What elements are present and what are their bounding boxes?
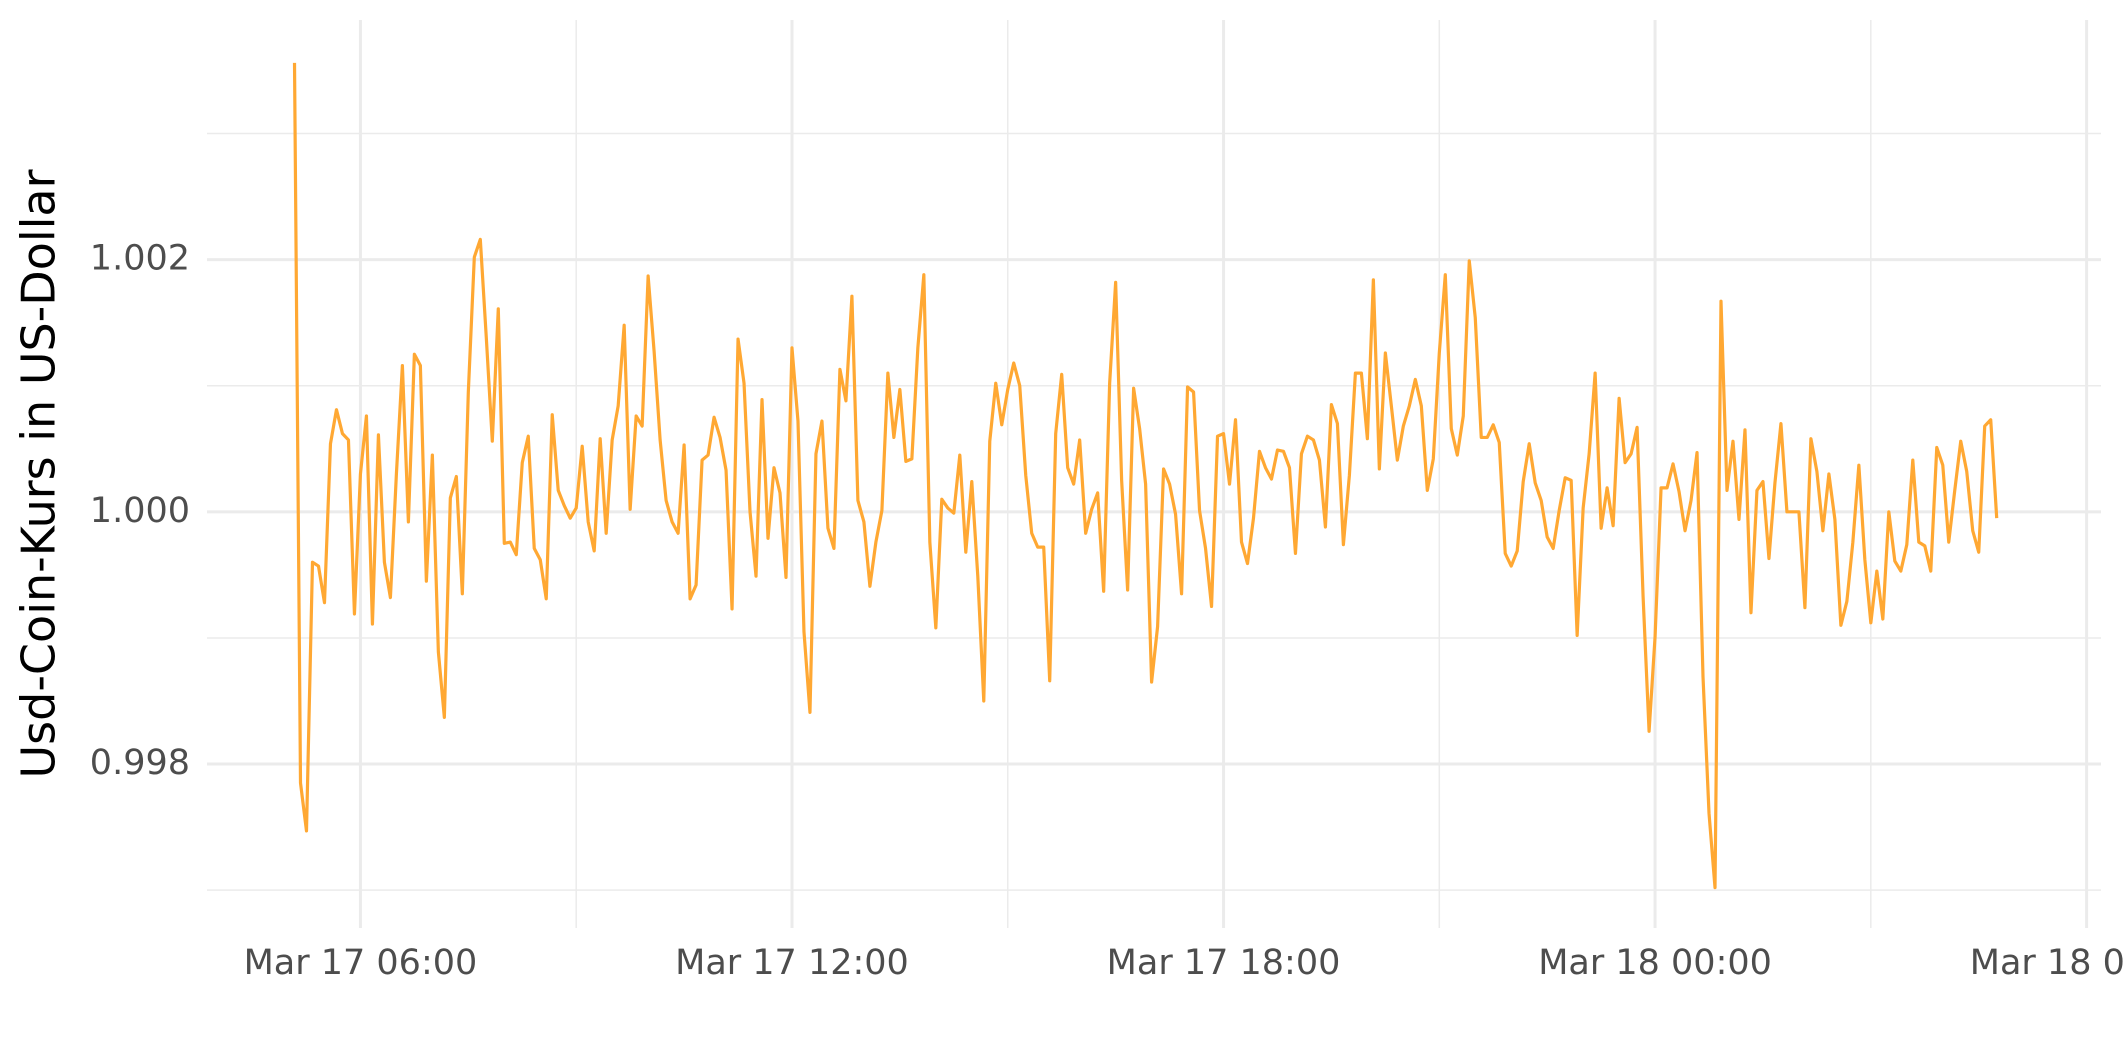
x-tick-label: Mar 17 12:00 [675, 943, 909, 983]
y-tick-label: 0.998 [90, 743, 190, 783]
y-tick-label: 1.002 [90, 239, 190, 279]
x-tick-label: Mar 18 06:00 [1970, 943, 2125, 983]
x-tick-label: Mar 18 00:00 [1538, 943, 1772, 983]
x-tick-label: Mar 17 18:00 [1107, 943, 1341, 983]
y-tick-label: 1.000 [90, 491, 190, 531]
data-line [292, 62, 1999, 890]
x-tick-label: Mar 17 06:00 [244, 943, 478, 983]
y-axis-label: Usd-Coin-Kurs in US-Dollar [12, 169, 66, 778]
